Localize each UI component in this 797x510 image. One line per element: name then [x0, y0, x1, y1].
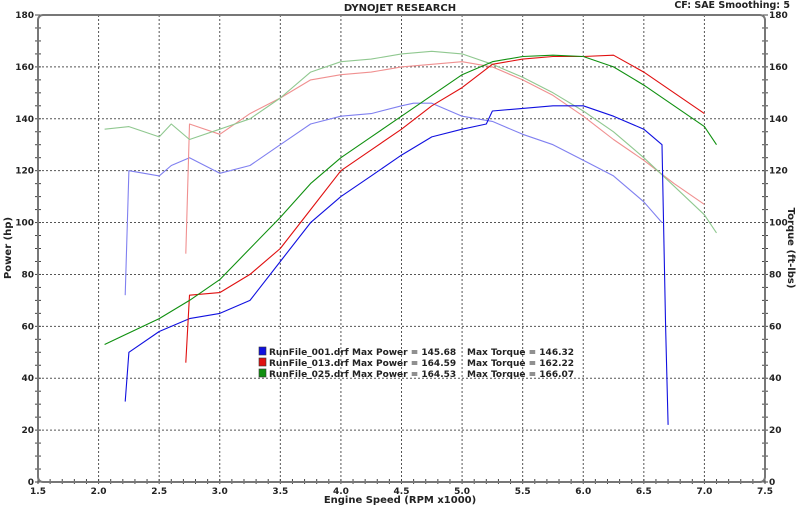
- y2-tick-label: 140: [769, 115, 788, 125]
- series-line-power-RunFile_001-drf: [124, 105, 669, 425]
- y2-tick-label: 120: [769, 167, 788, 177]
- legend-max-power: Max Power = 145.68: [352, 348, 456, 358]
- legend-max-power: Max Power = 164.53: [352, 370, 456, 380]
- y2-tick-label: 0: [769, 478, 775, 488]
- legend-max-torque: Max Torque = 162.22: [467, 359, 574, 369]
- legend-swatch: [258, 357, 267, 367]
- x-tick-label: 6.5: [636, 487, 652, 497]
- x-tick-label: 6.0: [575, 487, 591, 497]
- x-tick-label: 1.5: [30, 487, 46, 497]
- x-tick-label: 4.0: [333, 487, 349, 497]
- y-axis-label: Power (hp): [3, 217, 14, 279]
- settings-label: CF: SAE Smoothing: 5: [674, 0, 790, 11]
- axes: 1.5 2.0 2.5 3.0 3.5 4.0 4.5 5.0 5.5 6.0 6.5 7.0 7.50…: [15, 11, 788, 497]
- x-tick-label: 3.0: [212, 487, 228, 497]
- legend-swatch: [258, 346, 267, 356]
- y2-tick-label: 100: [769, 219, 788, 229]
- y-tick-label: 20: [21, 426, 34, 436]
- x-tick-label: 2.5: [151, 487, 167, 497]
- y-tick-label: 40: [21, 374, 34, 384]
- y-tick-label: 140: [15, 115, 34, 125]
- y2-tick-label: 180: [769, 11, 788, 21]
- series-line-torque-RunFile_001-drf: [124, 102, 663, 296]
- y2-tick-label: 60: [769, 322, 782, 332]
- x-axis-label: Engine Speed (RPM x1000): [324, 495, 476, 506]
- legend: RunFile_001.drf Max Power = 145.68 Max Tor…: [258, 346, 574, 380]
- y-tick-label: 180: [15, 11, 34, 21]
- y2-tick-label: 160: [769, 63, 788, 73]
- x-tick-label: 2.0: [91, 487, 107, 497]
- legend-max-torque: Max Torque = 146.32: [467, 348, 574, 358]
- y2-axis-label: Torque (ft-lbs): [785, 208, 796, 289]
- plot-border: [37, 14, 766, 483]
- series-line-power-RunFile_025-drf: [104, 54, 717, 345]
- series-line-power-RunFile_013-drf: [185, 54, 705, 363]
- legend-file: RunFile_025.drf: [269, 370, 349, 380]
- series-line-torque-RunFile_013-drf: [185, 61, 705, 254]
- y-tick-label: 120: [15, 167, 34, 177]
- legend-max-power: Max Power = 164.59: [352, 359, 456, 369]
- x-tick-label: 7.0: [696, 487, 712, 497]
- y-tick-label: 60: [21, 322, 34, 332]
- x-tick-label: 7.5: [757, 487, 773, 497]
- y-tick-label: 0: [28, 478, 34, 488]
- x-tick-label: 3.5: [272, 487, 288, 497]
- y-tick-label: 80: [21, 270, 34, 280]
- x-tick-label: 5.5: [515, 487, 531, 497]
- series-line-torque-RunFile_025-drf: [104, 50, 717, 234]
- y-tick-label: 100: [15, 219, 34, 229]
- legend-max-torque: Max Torque = 166.07: [467, 370, 574, 380]
- series-lines: [104, 50, 717, 425]
- y2-tick-label: 80: [769, 270, 782, 280]
- y2-tick-label: 40: [769, 374, 782, 384]
- legend-file: RunFile_013.drf: [269, 359, 349, 369]
- x-tick-label: 4.5: [394, 487, 410, 497]
- legend-file: RunFile_001.drf: [269, 348, 349, 358]
- x-tick-label: 5.0: [454, 487, 470, 497]
- y2-tick-label: 20: [769, 426, 782, 436]
- legend-swatch: [258, 368, 267, 378]
- grid: [38, 15, 765, 482]
- y-tick-label: 160: [15, 63, 34, 73]
- chart-title: DYNOJET RESEARCH: [344, 3, 456, 14]
